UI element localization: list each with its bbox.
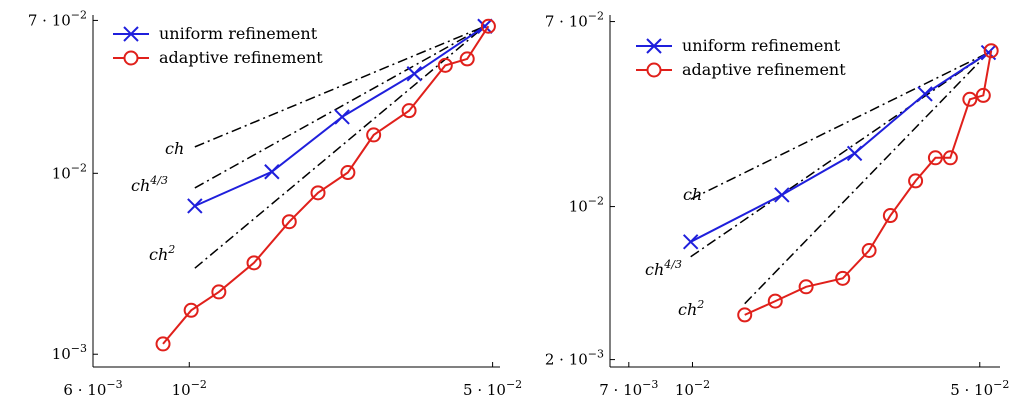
- data-point-uniform: [846, 145, 863, 162]
- data-point-adaptive: [983, 43, 999, 59]
- data-point-adaptive: [183, 302, 199, 318]
- y-tick-label: 7 · 10−2: [28, 8, 87, 29]
- x-tick-label: 5 · 10−2: [463, 378, 522, 399]
- data-point-adaptive: [882, 208, 898, 224]
- y-tick-label: 10−2: [52, 161, 87, 182]
- reference-line-4-3: [690, 51, 989, 258]
- reference-line-label: ch2: [149, 243, 175, 264]
- data-point-adaptive: [480, 18, 496, 34]
- data-point-adaptive: [737, 307, 753, 323]
- data-point-uniform: [334, 109, 350, 125]
- legend-label: uniform refinement: [159, 24, 318, 43]
- y-tick-label: 2 · 10−3: [545, 348, 604, 369]
- x-tick-label: 10−2: [172, 378, 207, 399]
- data-point-adaptive: [401, 103, 417, 119]
- reference-line-label: ch4/3: [131, 174, 168, 195]
- data-point-adaptive: [211, 284, 227, 300]
- data-point-adaptive: [366, 127, 382, 143]
- reference-line-2: [194, 25, 486, 269]
- data-point-adaptive: [942, 150, 958, 166]
- legend-label: adaptive refinement: [159, 48, 323, 67]
- data-point-adaptive: [310, 185, 326, 201]
- data-point-adaptive: [962, 91, 978, 107]
- reference-line-label: ch4/3: [645, 258, 682, 279]
- y-tick-label: 10−2: [569, 195, 604, 216]
- data-point-adaptive: [340, 165, 356, 181]
- x-tick-label: 5 · 10−2: [950, 378, 1009, 399]
- data-point-uniform: [774, 187, 790, 203]
- data-point-adaptive: [767, 293, 783, 309]
- data-point-adaptive: [155, 336, 171, 352]
- y-tick-label: 7 · 10−2: [545, 10, 604, 31]
- reference-line-1: [194, 25, 486, 148]
- x-tick-label: 10−2: [675, 378, 710, 399]
- data-point-uniform: [187, 198, 203, 214]
- series-line-uniform: [690, 51, 990, 243]
- data-point-uniform: [682, 234, 699, 250]
- data-point-adaptive: [798, 279, 814, 295]
- legend-marker-circle: [646, 62, 662, 78]
- x-tick-label: 6 · 10−3: [63, 378, 122, 399]
- legend-label: adaptive refinement: [682, 60, 846, 79]
- chart-panel-1: 10−3 10−2 7 · 10−2 6 · 10−3 10−2 5 · 10−2 ch ch…: [28, 8, 522, 399]
- x-tick-label: 7 · 10−3: [599, 378, 658, 399]
- chart-panel-2: 2 · 10−3 10−2 7 · 10−2 7 · 10−3 10−2 5 · 10−2…: [545, 10, 1010, 399]
- legend: uniform refinement adaptive refinement: [113, 24, 323, 67]
- legend-marker-x: [646, 38, 662, 54]
- data-point-adaptive: [835, 270, 851, 286]
- reference-line-label: ch2: [678, 298, 704, 319]
- legend-marker-circle: [123, 50, 139, 66]
- data-point-uniform: [477, 18, 493, 34]
- data-point-adaptive: [459, 51, 475, 67]
- data-point-adaptive: [246, 255, 262, 271]
- reference-line-4-3: [194, 25, 486, 189]
- legend-label: uniform refinement: [682, 36, 841, 55]
- series-line-adaptive: [744, 50, 993, 316]
- data-point-adaptive: [281, 214, 297, 230]
- data-point-uniform: [917, 86, 933, 102]
- y-tick-label: 10−3: [52, 342, 87, 363]
- legend-marker-x: [123, 26, 139, 42]
- data-point-uniform: [406, 66, 423, 82]
- data-point-adaptive: [927, 150, 943, 166]
- data-point-adaptive: [861, 242, 877, 258]
- series-line-adaptive: [162, 25, 490, 345]
- reference-line-label: ch: [165, 139, 184, 158]
- legend: uniform refinement adaptive refinement: [636, 36, 846, 79]
- data-point-uniform: [264, 164, 280, 180]
- reference-line-label: ch: [683, 185, 702, 204]
- data-point-adaptive: [975, 87, 991, 103]
- reference-line-1: [690, 51, 989, 200]
- data-point-adaptive: [908, 173, 924, 189]
- data-point-adaptive: [437, 57, 453, 73]
- reference-line-2: [744, 52, 990, 305]
